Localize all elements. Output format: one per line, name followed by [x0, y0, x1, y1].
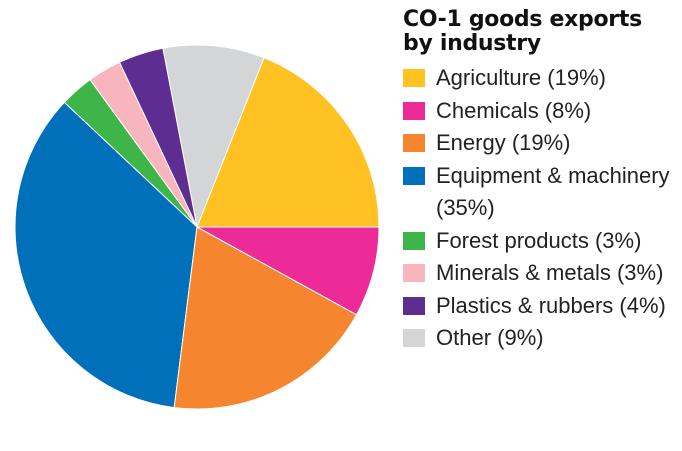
legend-swatch-5 [403, 264, 425, 282]
pie-slices [14, 44, 380, 410]
legend-label-7: Other (9%) [436, 325, 544, 350]
legend-swatch-3 [403, 166, 425, 185]
legend-item-2: Energy (19%) [403, 127, 678, 160]
legend-swatch-1 [403, 101, 425, 120]
legend-swatch-0 [403, 69, 425, 87]
legend-item-6: Plastics & rubbers (4%) [403, 290, 678, 323]
chart-title: CO-1 goods exports by industry [403, 7, 642, 56]
legend-item-0: Agriculture (19%) [403, 62, 678, 95]
legend-item-3: Equipment & machinery (35%) [403, 160, 678, 225]
pie-slice-1 [196, 226, 380, 316]
legend-list: Agriculture (19%) Chemicals (8%) Energy (1… [403, 62, 678, 355]
pie-slice-7 [162, 44, 265, 229]
legend-label-4: Forest products (3%) [436, 227, 642, 253]
legend-swatch-6 [403, 296, 425, 315]
legend-label-2: Energy (19%) [436, 130, 571, 155]
chart-legend: CO-1 goods exports by industry Agricultu… [403, 8, 678, 355]
legend-item-1: Chemicals (8%) [403, 95, 678, 128]
pie-slice-3 [14, 101, 198, 409]
legend-item-4: Forest products (3%) [403, 225, 678, 258]
legend-swatch-2 [403, 134, 425, 152]
legend-item-7: Other (9%) [403, 322, 678, 355]
legend-label-0: Agriculture (19%) [436, 65, 606, 90]
legend-label-1: Chemicals (8%) [436, 97, 592, 123]
legend-label-6: Plastics & rubbers (4%) [436, 292, 666, 318]
legend-swatch-4 [403, 231, 425, 250]
legend-swatch-7 [403, 329, 425, 347]
legend-label-5: Minerals & metals (3%) [436, 260, 664, 285]
legend-item-5: Minerals & metals (3%) [403, 257, 678, 290]
pie-chart [14, 44, 380, 410]
pie-slice-2 [173, 226, 358, 410]
legend-label-3: Equipment & machinery (35%) [436, 162, 670, 221]
pie-slice-0 [196, 57, 380, 228]
